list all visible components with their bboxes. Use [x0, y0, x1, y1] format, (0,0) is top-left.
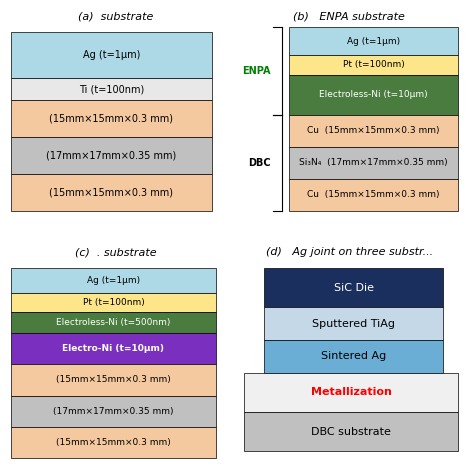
Text: DBC: DBC [248, 158, 271, 168]
Text: SiC Die: SiC Die [334, 283, 374, 293]
Text: DBC substrate: DBC substrate [311, 427, 392, 437]
Text: (15mm×15mm×0.3 mm): (15mm×15mm×0.3 mm) [56, 438, 171, 447]
Text: Cu  (15mm×15mm×0.3 mm): Cu (15mm×15mm×0.3 mm) [308, 126, 440, 135]
FancyBboxPatch shape [264, 308, 443, 340]
Text: Pt (t=100nm): Pt (t=100nm) [343, 61, 404, 70]
FancyBboxPatch shape [289, 115, 458, 147]
Text: (15mm×15mm×0.3 mm): (15mm×15mm×0.3 mm) [56, 375, 171, 384]
FancyBboxPatch shape [11, 312, 216, 333]
Text: (15mm×15mm×0.3 mm): (15mm×15mm×0.3 mm) [49, 187, 173, 197]
FancyBboxPatch shape [244, 373, 458, 412]
Text: Electroless-Ni (t=500nm): Electroless-Ni (t=500nm) [56, 318, 171, 327]
Text: Sputtered TiAg: Sputtered TiAg [312, 319, 395, 329]
Text: Pt (t=100nm): Pt (t=100nm) [82, 298, 144, 307]
Text: Si₃N₄  (17mm×17mm×0.35 mm): Si₃N₄ (17mm×17mm×0.35 mm) [300, 158, 448, 167]
Text: Electroless-Ni (t=10μm): Electroless-Ni (t=10μm) [319, 91, 428, 100]
FancyBboxPatch shape [244, 412, 458, 451]
FancyBboxPatch shape [289, 75, 458, 115]
FancyBboxPatch shape [11, 78, 211, 100]
Text: (15mm×15mm×0.3 mm): (15mm×15mm×0.3 mm) [49, 114, 173, 124]
FancyBboxPatch shape [11, 137, 211, 174]
FancyBboxPatch shape [289, 147, 458, 179]
Text: Metallization: Metallization [311, 387, 392, 397]
Text: (17mm×17mm×0.35 mm): (17mm×17mm×0.35 mm) [46, 151, 176, 161]
Text: Ag (t=1μm): Ag (t=1μm) [87, 276, 140, 285]
FancyBboxPatch shape [11, 333, 216, 364]
Text: Ag (t=1μm): Ag (t=1μm) [82, 50, 140, 60]
Text: (17mm×17mm×0.35 mm): (17mm×17mm×0.35 mm) [53, 407, 173, 416]
Text: ENPA: ENPA [243, 66, 271, 76]
FancyBboxPatch shape [11, 427, 216, 458]
FancyBboxPatch shape [11, 364, 216, 396]
FancyBboxPatch shape [11, 268, 216, 293]
Text: (c)  . substrate: (c) . substrate [75, 247, 156, 257]
FancyBboxPatch shape [289, 27, 458, 55]
FancyBboxPatch shape [289, 55, 458, 75]
Text: Electro-Ni (t=10μm): Electro-Ni (t=10μm) [63, 344, 164, 353]
Text: (b)   ENPA substrate: (b) ENPA substrate [293, 11, 405, 21]
Text: Cu  (15mm×15mm×0.3 mm): Cu (15mm×15mm×0.3 mm) [308, 190, 440, 199]
FancyBboxPatch shape [289, 179, 458, 210]
Text: Ti (t=100nm): Ti (t=100nm) [79, 84, 144, 94]
FancyBboxPatch shape [11, 396, 216, 427]
FancyBboxPatch shape [264, 340, 443, 373]
Text: (d)   Ag joint on three substr...: (d) Ag joint on three substr... [265, 247, 433, 257]
FancyBboxPatch shape [11, 100, 211, 137]
FancyBboxPatch shape [11, 293, 216, 312]
FancyBboxPatch shape [264, 268, 443, 308]
FancyBboxPatch shape [11, 32, 211, 78]
Text: Ag (t=1μm): Ag (t=1μm) [347, 36, 400, 46]
Text: (a)  substrate: (a) substrate [78, 11, 154, 21]
Text: Sintered Ag: Sintered Ag [321, 351, 386, 361]
FancyBboxPatch shape [11, 174, 211, 210]
